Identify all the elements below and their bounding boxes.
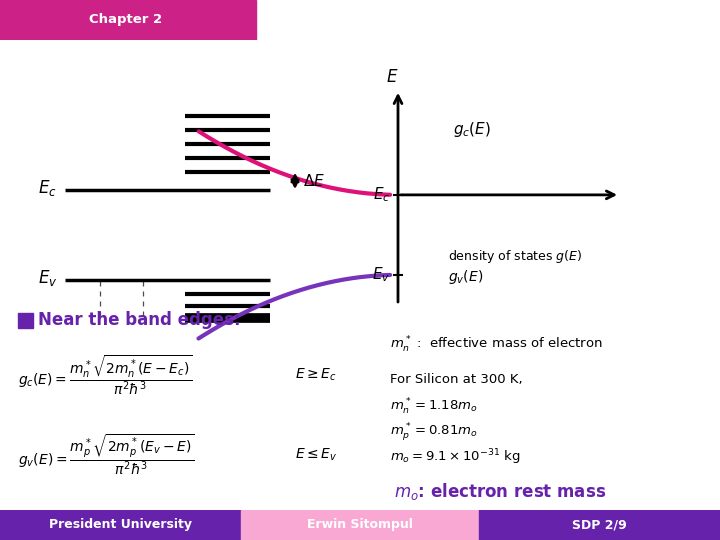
Bar — [18, 313, 33, 328]
Text: Carrier Modeling: Carrier Modeling — [297, 12, 423, 26]
Text: $E_v$: $E_v$ — [372, 266, 390, 284]
Text: density of states $g(E)$: density of states $g(E)$ — [448, 248, 582, 265]
Text: $g_c(E)$: $g_c(E)$ — [453, 120, 491, 139]
Text: $m_o = 9.1\times10^{-31}$ kg: $m_o = 9.1\times10^{-31}$ kg — [390, 447, 521, 467]
Bar — [241, 510, 479, 540]
Text: $E_c$: $E_c$ — [38, 178, 57, 198]
Text: SDP 2/9: SDP 2/9 — [572, 518, 627, 531]
Bar — [479, 510, 720, 540]
Text: $E \geq E_c$: $E \geq E_c$ — [295, 367, 337, 383]
Text: $g_v(E) = \dfrac{m_p^*\sqrt{2m_p^*(E_v-E)}}{\pi^2\hbar^3}$: $g_v(E) = \dfrac{m_p^*\sqrt{2m_p^*(E_v-E… — [18, 433, 194, 477]
Text: $m_p^* = 0.81m_o$: $m_p^* = 0.81m_o$ — [390, 421, 477, 443]
Text: $E_c$: $E_c$ — [373, 186, 390, 204]
Text: $m_n^*$ :  effective mass of electron: $m_n^*$ : effective mass of electron — [390, 335, 603, 355]
Text: For Silicon at 300 K,: For Silicon at 300 K, — [390, 373, 523, 386]
Text: $E_v$: $E_v$ — [38, 268, 58, 288]
Text: $m_n^* = 1.18m_o$: $m_n^* = 1.18m_o$ — [390, 397, 478, 417]
Text: $E$: $E$ — [386, 68, 398, 86]
Bar — [0, 510, 241, 540]
Text: $\Delta E$: $\Delta E$ — [303, 173, 325, 189]
Text: Density of States: Density of States — [418, 48, 702, 76]
Text: Chapter 2: Chapter 2 — [89, 12, 163, 26]
Text: $g_v(E)$: $g_v(E)$ — [448, 268, 483, 286]
Text: $g_c(E) = \dfrac{m_n^*\sqrt{2m_n^*(E-E_c)}}{\pi^2\hbar^3}$: $g_c(E) = \dfrac{m_n^*\sqrt{2m_n^*(E-E_c… — [18, 353, 192, 397]
Text: $\mathit{m_o}$: electron rest mass: $\mathit{m_o}$: electron rest mass — [394, 481, 606, 502]
Bar — [0, 0, 256, 40]
Text: Near the band edges:: Near the band edges: — [38, 311, 240, 329]
Text: $E \leq E_v$: $E \leq E_v$ — [295, 447, 338, 463]
Text: President University: President University — [49, 518, 192, 531]
Text: Erwin Sitompul: Erwin Sitompul — [307, 518, 413, 531]
